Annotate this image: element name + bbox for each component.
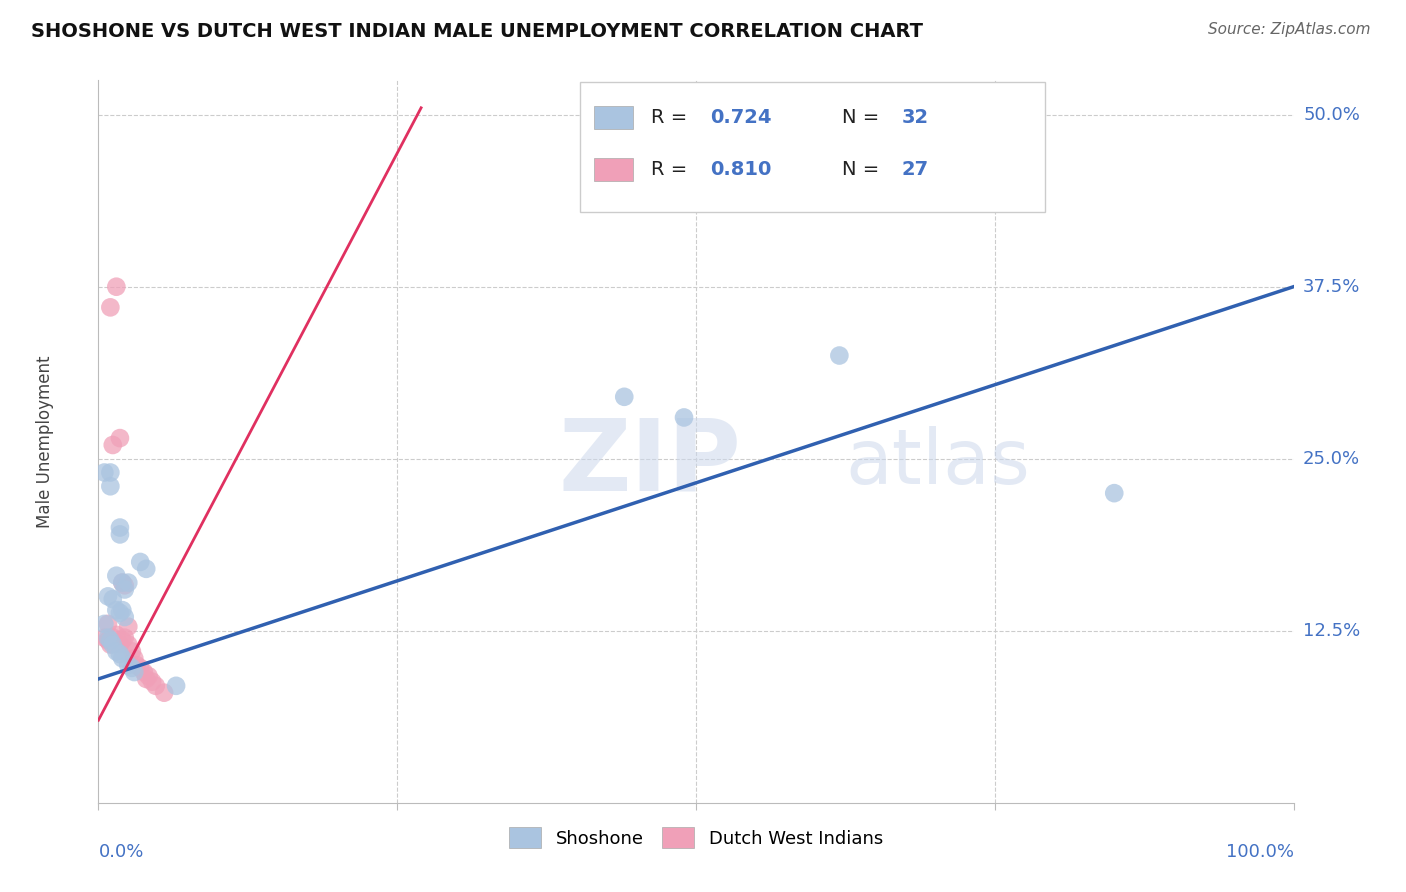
- Point: [117, 575, 139, 590]
- Point: [98, 479, 122, 493]
- Point: [138, 669, 160, 683]
- Point: [114, 610, 136, 624]
- Text: SHOSHONE VS DUTCH WEST INDIAN MALE UNEMPLOYMENT CORRELATION CHART: SHOSHONE VS DUTCH WEST INDIAN MALE UNEMP…: [31, 22, 922, 41]
- Point: [135, 562, 157, 576]
- Point: [114, 578, 136, 592]
- Point: [114, 631, 136, 645]
- Point: [98, 633, 122, 648]
- Text: ZIP: ZIP: [558, 415, 741, 512]
- Point: [108, 520, 131, 534]
- Text: 25.0%: 25.0%: [1303, 450, 1360, 467]
- Point: [111, 575, 134, 590]
- Point: [111, 575, 134, 590]
- Text: 37.5%: 37.5%: [1303, 277, 1361, 296]
- Point: [98, 301, 122, 315]
- Bar: [595, 105, 633, 128]
- Point: [1104, 486, 1126, 500]
- Point: [673, 410, 696, 425]
- Text: Source: ZipAtlas.com: Source: ZipAtlas.com: [1208, 22, 1371, 37]
- Point: [613, 390, 636, 404]
- Point: [97, 616, 120, 631]
- Point: [153, 686, 176, 700]
- Point: [129, 661, 152, 675]
- Point: [111, 603, 134, 617]
- Point: [145, 679, 167, 693]
- Text: R =: R =: [651, 160, 693, 178]
- Point: [93, 466, 115, 480]
- Point: [97, 633, 120, 648]
- Text: R =: R =: [651, 108, 693, 127]
- Point: [125, 658, 148, 673]
- Point: [105, 568, 128, 582]
- Point: [105, 628, 128, 642]
- Point: [105, 603, 128, 617]
- Text: 100.0%: 100.0%: [1226, 843, 1294, 861]
- Point: [117, 658, 139, 673]
- Point: [165, 679, 187, 693]
- Text: N =: N =: [842, 108, 886, 127]
- Point: [111, 651, 134, 665]
- Point: [132, 665, 155, 679]
- Point: [129, 555, 152, 569]
- Point: [117, 638, 139, 652]
- Point: [93, 631, 115, 645]
- Text: 0.810: 0.810: [710, 160, 772, 178]
- Point: [108, 527, 131, 541]
- Point: [124, 665, 146, 679]
- Text: 27: 27: [901, 160, 928, 178]
- Point: [101, 592, 124, 607]
- Point: [101, 638, 124, 652]
- Text: 50.0%: 50.0%: [1303, 105, 1360, 124]
- Text: 0.0%: 0.0%: [98, 843, 143, 861]
- Point: [108, 431, 131, 445]
- Point: [93, 616, 115, 631]
- Point: [124, 651, 146, 665]
- Text: Male Unemployment: Male Unemployment: [35, 355, 53, 528]
- Point: [141, 674, 163, 689]
- Point: [105, 644, 128, 658]
- Point: [117, 620, 139, 634]
- Point: [108, 647, 131, 661]
- Point: [101, 631, 124, 645]
- Point: [108, 638, 131, 652]
- Text: N =: N =: [842, 160, 886, 178]
- Point: [108, 606, 131, 620]
- Point: [121, 644, 143, 658]
- Point: [97, 631, 120, 645]
- Point: [121, 661, 143, 675]
- Point: [101, 438, 124, 452]
- FancyBboxPatch shape: [581, 82, 1045, 211]
- Point: [105, 279, 128, 293]
- Text: 0.724: 0.724: [710, 108, 772, 127]
- Point: [98, 466, 122, 480]
- Point: [114, 582, 136, 597]
- Text: 32: 32: [901, 108, 928, 127]
- Point: [98, 638, 122, 652]
- Text: atlas: atlas: [845, 426, 1031, 500]
- Point: [135, 672, 157, 686]
- Legend: Shoshone, Dutch West Indians: Shoshone, Dutch West Indians: [502, 820, 890, 855]
- Point: [828, 349, 851, 363]
- Point: [111, 633, 134, 648]
- Text: 12.5%: 12.5%: [1303, 622, 1361, 640]
- Bar: [595, 158, 633, 181]
- Point: [97, 590, 120, 604]
